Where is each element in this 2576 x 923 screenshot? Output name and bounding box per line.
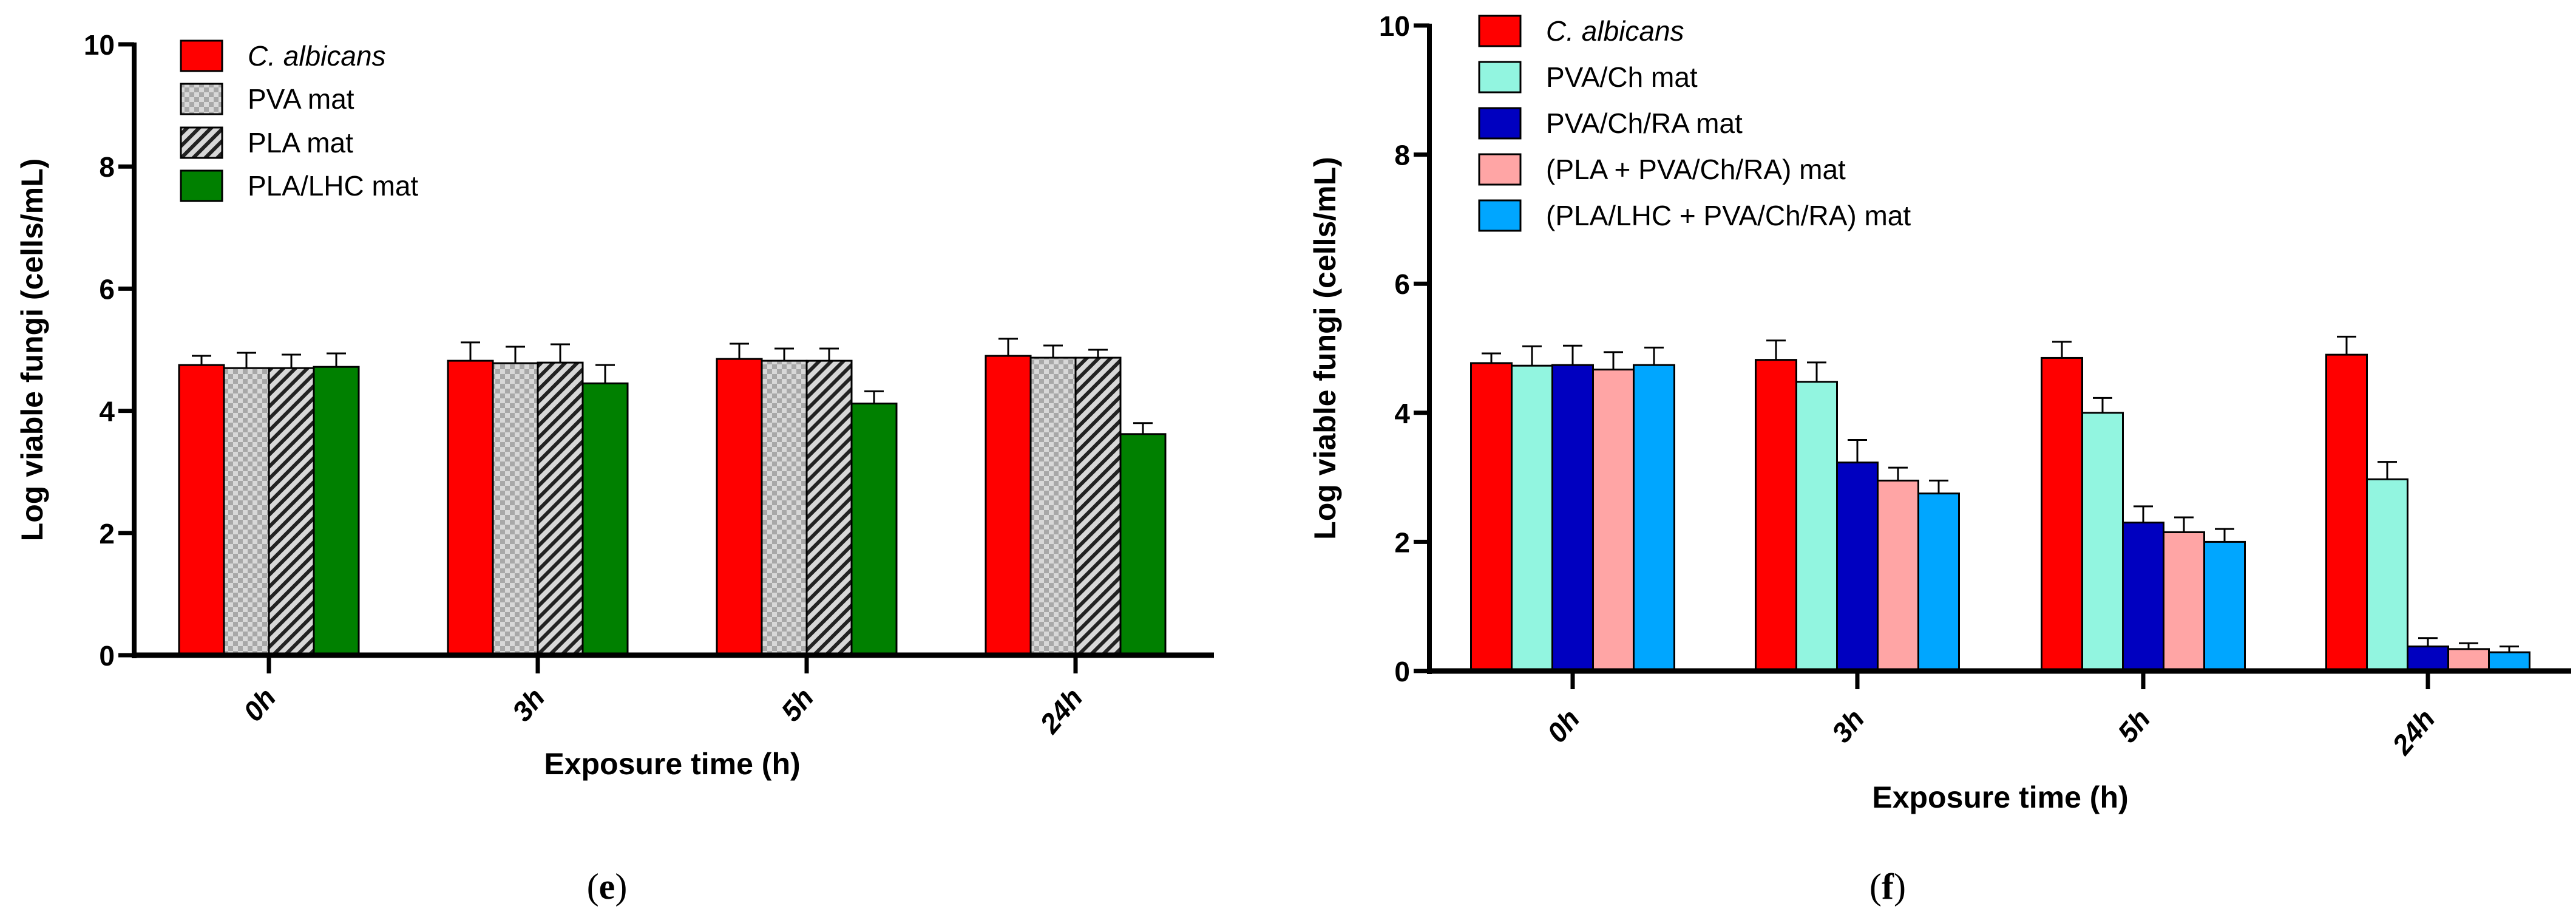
bar — [581, 382, 629, 656]
bar — [492, 362, 539, 656]
legend-swatch — [180, 126, 223, 159]
legend-label: (PLA + PVA/Ch/RA) mat — [1546, 154, 1846, 185]
legend-label: PVA mat — [248, 83, 354, 115]
x-tick-label: 3h — [506, 682, 551, 727]
bar — [1511, 364, 1553, 672]
x-tick-label: 0h — [1541, 703, 1585, 749]
legend-item: PLA/LHC mat — [180, 169, 418, 202]
y-axis-title: Log viable fungi (cells/mL) — [1308, 157, 1342, 540]
bar — [1795, 381, 1838, 672]
legend-item: C. albicans — [1478, 15, 1684, 47]
bar — [2041, 356, 2083, 672]
y-tick-label: 0 — [1394, 656, 1410, 687]
bar — [2488, 651, 2530, 672]
legend-label: PLA/LHC mat — [248, 170, 418, 202]
bar — [537, 361, 584, 656]
bar — [1470, 362, 1513, 672]
bar — [850, 403, 898, 656]
legend-swatch — [1478, 107, 1522, 140]
legend-item: PVA/Ch mat — [1478, 61, 1698, 94]
bar — [1029, 356, 1077, 656]
chart-panel-e: 0 2 4 6 8 10 0h 3h 5h 24h Exposure time (h) Log via… — [15, 29, 1214, 907]
bar — [1836, 462, 1879, 672]
x-axis-title: Exposure time (h) — [544, 747, 800, 781]
bar — [1755, 359, 1797, 672]
y-tick-label: 4 — [99, 396, 115, 427]
caption-letter: f — [1882, 867, 1894, 907]
y-tick-label: 8 — [99, 151, 115, 183]
legend-swatch — [180, 83, 223, 115]
bar — [1917, 492, 1960, 672]
bar — [178, 364, 225, 656]
x-tick-label: 24h — [1033, 682, 1088, 740]
legend-swatch — [180, 39, 223, 72]
bar — [2366, 478, 2408, 672]
caption-paren-close: ) — [615, 867, 627, 907]
x-tick-label: 24h — [2385, 703, 2441, 761]
legend-item: PVA/Ch/RA mat — [1478, 107, 1743, 140]
legend-item: (PLA + PVA/Ch/RA) mat — [1478, 153, 1846, 186]
bar — [2447, 648, 2490, 672]
bar — [1119, 433, 1167, 656]
y-axis-title: Log viable fungi (cells/mL) — [15, 158, 49, 542]
legend-item: (PLA/LHC + PVA/Ch/RA) mat — [1478, 199, 1911, 232]
caption-letter: e — [599, 867, 615, 907]
bar — [716, 358, 763, 656]
caption-paren-open: ( — [1869, 867, 1882, 907]
x-tick-label: 5h — [774, 682, 819, 727]
bar — [1074, 356, 1122, 656]
y-tick-label: 0 — [99, 640, 115, 672]
bar — [1877, 479, 1919, 672]
y-tick-label: 6 — [99, 273, 115, 305]
bar — [223, 367, 270, 656]
legend-label: C. albicans — [1546, 15, 1684, 47]
caption-paren-open: ( — [587, 867, 599, 907]
caption-paren-close: ) — [1894, 867, 1906, 907]
bar — [1551, 364, 1594, 672]
bar — [1592, 369, 1635, 672]
bar — [447, 359, 494, 656]
panel-caption: (e) — [587, 867, 628, 907]
bar — [2407, 645, 2449, 672]
bar — [1633, 364, 1675, 672]
bar — [985, 355, 1032, 656]
legend-label: C. albicans — [248, 40, 386, 72]
x-tick-label: 3h — [1825, 703, 1870, 749]
bar — [268, 367, 315, 656]
bar — [761, 359, 808, 656]
legend-item: C. albicans — [180, 39, 386, 72]
y-tick-label: 4 — [1394, 398, 1410, 429]
x-tick-label: 0h — [237, 682, 282, 727]
y-tick-label: 10 — [1379, 10, 1410, 42]
bar — [2163, 531, 2205, 672]
legend-swatch — [1478, 199, 1522, 232]
legend-swatch — [180, 169, 223, 202]
panel-caption: (f) — [1869, 867, 1906, 907]
bar — [2081, 412, 2124, 672]
bar — [805, 359, 853, 656]
y-tick-label: 2 — [1394, 526, 1410, 558]
y-tick-label: 8 — [1394, 140, 1410, 171]
bar — [313, 366, 360, 656]
bar — [2122, 522, 2164, 672]
legend-item: PLA mat — [180, 126, 353, 159]
legend-swatch — [1478, 61, 1522, 94]
bar — [2203, 540, 2246, 672]
chart-panel-f: 0 2 4 6 8 10 0h 3h 5h 24h Exposure time (h) Log via… — [1308, 10, 2571, 907]
y-tick-label: 10 — [84, 29, 115, 61]
y-tick-label: 2 — [99, 518, 115, 550]
legend-label: PVA/Ch/RA mat — [1546, 107, 1743, 139]
legend-label: PLA mat — [248, 127, 353, 158]
legend-label: (PLA/LHC + PVA/Ch/RA) mat — [1546, 200, 1911, 231]
legend-item: PVA mat — [180, 83, 354, 115]
legend-label: PVA/Ch mat — [1546, 61, 1698, 93]
y-tick-label: 6 — [1394, 268, 1410, 300]
bar — [2325, 353, 2368, 672]
x-axis-title: Exposure time (h) — [1872, 780, 2128, 814]
legend-swatch — [1478, 153, 1522, 186]
legend-swatch — [1478, 15, 1522, 47]
x-tick-label: 5h — [2111, 703, 2156, 749]
